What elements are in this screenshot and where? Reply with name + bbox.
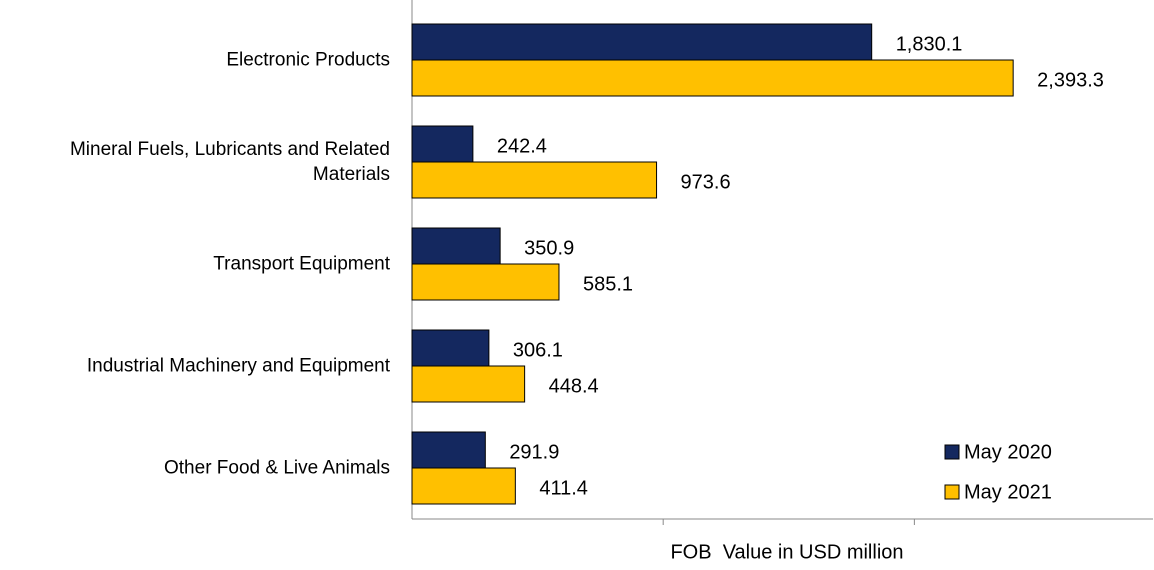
x-axis-title: FOB Value in USD million [670, 541, 903, 563]
y-tick-label: Industrial Machinery and Equipment [86, 355, 390, 377]
y-tick-label: Mineral Fuels, Lubricants and Related Ma… [69, 139, 390, 185]
bar [411, 59, 1014, 97]
legend-swatch [944, 484, 960, 500]
legend-label: May 2020 [964, 441, 1052, 463]
data-label: 411.4 [539, 477, 588, 499]
data-label: 242.4 [497, 135, 547, 157]
bar [411, 365, 526, 403]
data-label: 2,393.3 [1037, 69, 1104, 91]
data-label: 350.9 [524, 237, 574, 259]
bar [411, 263, 560, 301]
data-label: 448.4 [549, 375, 599, 397]
data-label: 291.9 [509, 441, 559, 463]
data-label: 1,830.1 [896, 33, 963, 55]
bar [411, 467, 516, 505]
legend-label: May 2021 [964, 481, 1052, 503]
data-label: 585.1 [583, 273, 633, 295]
data-label: 973.6 [681, 171, 731, 193]
y-tick-label: Transport Equipment [213, 253, 390, 275]
legend-swatch [944, 444, 960, 460]
bar [411, 161, 658, 199]
bar [411, 431, 486, 469]
y-tick-label: Other Food & Live Animals [164, 457, 390, 479]
bar [411, 227, 501, 265]
bar [411, 329, 490, 367]
bar [411, 23, 873, 61]
y-tick-label: Electronic Products [226, 49, 390, 71]
bar [411, 125, 474, 163]
data-label: 306.1 [513, 339, 563, 361]
